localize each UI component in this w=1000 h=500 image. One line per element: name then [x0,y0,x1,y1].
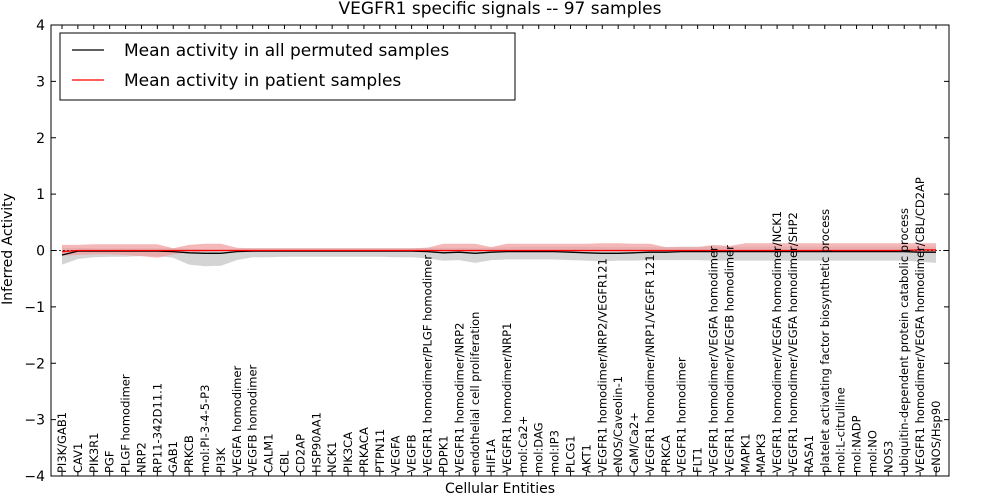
y-axis: −4 −3 −2 −1 0 1 2 3 4 [24,18,949,485]
x-tick-label: NRP2 [135,442,149,473]
x-tick-label: VEGFB homodimer [246,364,260,473]
x-tick-label: PI3K [214,447,228,473]
x-tick-label: mol:DAG [532,422,546,473]
x-tick-label: RP11-342D11.1 [150,383,164,473]
x-tick-label: RASA1 [802,435,816,473]
x-tick-label: AKT1 [579,444,593,473]
x-tick-label: mol:NO [865,430,879,473]
y-tick-label: 3 [36,74,45,90]
x-tick-label: PIK3R1 [87,433,101,474]
x-tick-label: VEGFR1 homodimer/VEGFA homodimer/SHP2 [786,212,800,473]
x-tick-label: CALM1 [262,433,276,473]
legend: Mean activity in all permuted samples Me… [59,32,516,101]
x-tick-label: VEGFR1 homodimer [675,357,689,473]
y-tick-label: 0 [36,244,45,260]
chart-title: VEGFR1 specific signals -- 97 samples [339,0,662,19]
x-tick-label: ubiquitin-dependent protein catabolic pr… [897,208,911,473]
x-tick-label: PLGF homodimer [119,374,133,473]
x-tick-label: PLCG1 [564,435,578,473]
x-tick-label: HSP90AA1 [309,412,323,473]
y-tick-label: 1 [36,187,45,203]
x-tick-label: VEGFR1 homodimer/VEGFA homodimer/CBL/CD2… [913,177,927,473]
x-tick-label: NOS3 [881,441,895,473]
series-lines [51,249,949,256]
x-tick-label: PI3K/GAB1 [55,412,69,473]
x-tick-label: mol:PI-3-4-5-P3 [198,385,212,473]
x-tick-label: endothelial cell proliferation [468,312,482,473]
y-tick-label: 2 [36,131,45,147]
x-tick-label: CBL [278,450,292,473]
x-tick-label: VEGFA [389,435,403,473]
y-tick-label: −4 [24,469,45,485]
x-tick-label: VEGFB [405,434,419,473]
y-tick-label: −1 [24,300,45,316]
x-tick-label: CD2AP [293,434,307,473]
x-tick-label: eNOS/Caveolin-1 [611,376,625,473]
x-tick-label: HIF1A [484,439,498,473]
x-tick-label: VEGFR1 homodimer/VEGFA homodimer [707,246,721,473]
x-tick-label: mol:NADP [850,415,864,473]
x-tick-label: MAPK1 [738,433,752,473]
x-tick-label: VEGFR1 homodimer/NRP2/VEGFR121 [595,258,609,473]
x-tick-label: VEGFR1 homodimer/NRP2 [452,323,466,473]
x-tick-label: PGF [103,451,117,473]
x-tick-label: PRKCA [659,435,673,473]
x-tick-label: VEGFR1 homodimer/NRP1/VEGFR 121 [643,254,657,473]
x-tick-label: PRKCB [182,435,196,473]
series-line-permuted [61,250,936,256]
legend-label-permuted: Mean activity in all permuted samples [124,41,449,61]
x-tick-label: NCK1 [325,442,339,474]
x-tick-label: VEGFR1 homodimer/NRP1 [500,323,514,473]
x-tick-label: VEGFA homodimer [230,366,244,473]
y-tick-label: 4 [36,18,45,34]
x-tick-label: PTPN11 [373,429,387,473]
legend-label-patient: Mean activity in patient samples [124,71,401,91]
x-axis: PI3K/GAB1 CAV1 PIK3R1 PGF PLGF homodimer NRP2… [55,25,943,476]
x-tick-label: PDPK1 [436,435,450,473]
x-tick-label: VEGFR1 homodimer/VEGFA homodimer/NCK1 [770,211,784,473]
x-tick-label: GAB1 [166,441,180,473]
series-line-patient [61,249,936,253]
x-tick-label: mol:IP3 [548,430,562,473]
y-axis-label: Inferred Activity [0,193,16,305]
x-tick-label: eNOS/Hsp90 [929,401,943,473]
x-tick-label: VEGFR1 homodimer/VEGFB homodimer [722,245,736,473]
x-tick-label: CaM/Ca2+ [627,412,641,473]
y-tick-label: −3 [24,413,45,429]
x-tick-label: FLT1 [691,447,705,473]
x-tick-label: VEGFR1 homodimer/PLGF homodimer [421,255,435,473]
x-tick-label: PIK3CA [341,432,355,473]
x-tick-label: platelet activating factor biosynthetic … [818,209,832,473]
x-tick-label: mol:Ca2+ [516,416,530,473]
y-tick-label: −2 [24,356,45,372]
x-tick-label: MAPK3 [754,433,768,473]
legend-box [59,32,516,101]
x-tick-label: CAV1 [71,443,85,473]
x-tick-label: mol:L-citrulline [834,387,848,473]
x-tick-label: PRKACA [357,427,371,473]
x-axis-label: Cellular Entities [445,481,555,497]
